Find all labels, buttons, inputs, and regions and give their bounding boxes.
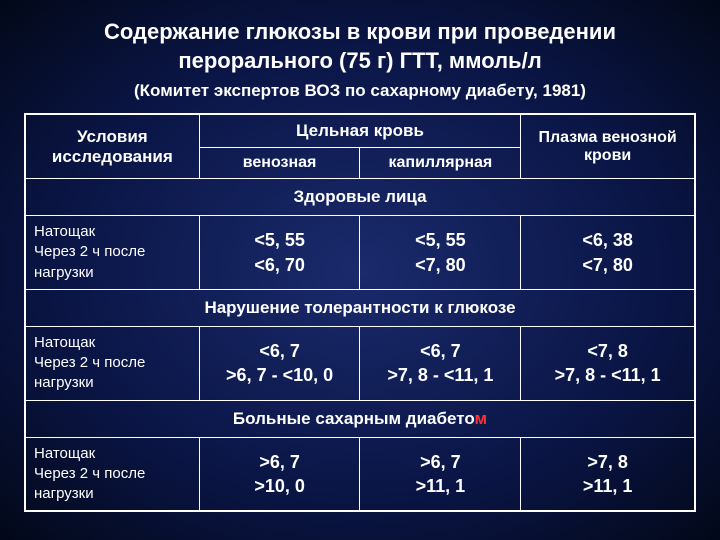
value-venous: <6, 7 >6, 7 - <10, 0: [199, 326, 360, 400]
section-impaired: Нарушение толерантности к глюкозе: [25, 289, 695, 326]
section-healthy: Здоровые лица: [25, 179, 695, 216]
table-row: Натощак Через 2 ч после нагрузки <6, 7 >…: [25, 326, 695, 400]
value-plasma: >7, 8 >11, 1: [521, 437, 695, 511]
slide-subtitle: (Комитет экспертов ВОЗ по сахарному диаб…: [24, 81, 696, 101]
header-whole-blood: Цельная кровь: [199, 114, 521, 148]
cond-fasting: Натощак: [34, 334, 95, 351]
table-row: Натощак Через 2 ч после нагрузки >6, 7 >…: [25, 437, 695, 511]
header-venous: венозная: [199, 148, 360, 179]
value-capillary: <6, 7 >7, 8 - <11, 1: [360, 326, 521, 400]
conditions-cell: Натощак Через 2 ч после нагрузки: [25, 326, 199, 400]
value-venous: >6, 7 >10, 0: [199, 437, 360, 511]
header-capillary: капиллярная: [360, 148, 521, 179]
section-diabetes: Больные сахарным диабетом: [25, 400, 695, 437]
cond-fasting: Натощак: [34, 445, 95, 462]
cond-fasting: Натощак: [34, 223, 95, 240]
cond-after2h: Через 2 ч после нагрузки: [34, 243, 145, 280]
conditions-cell: Натощак Через 2 ч после нагрузки: [25, 437, 199, 511]
cond-after2h: Через 2 ч после нагрузки: [34, 354, 145, 391]
conditions-cell: Натощак Через 2 ч после нагрузки: [25, 216, 199, 290]
cond-after2h: Через 2 ч после нагрузки: [34, 465, 145, 502]
value-plasma: <7, 8 >7, 8 - <11, 1: [521, 326, 695, 400]
value-capillary: <5, 55 <7, 80: [360, 216, 521, 290]
header-plasma: Плазма венозной крови: [521, 114, 695, 179]
slide-title: Содержание глюкозы в крови при проведени…: [24, 18, 696, 75]
value-venous: <5, 55 <6, 70: [199, 216, 360, 290]
glucose-table: Условия исследования Цельная кровь Плазм…: [24, 113, 696, 512]
value-capillary: >6, 7 >11, 1: [360, 437, 521, 511]
header-conditions: Условия исследования: [25, 114, 199, 179]
value-plasma: <6, 38 <7, 80: [521, 216, 695, 290]
table-row: Натощак Через 2 ч после нагрузки <5, 55 …: [25, 216, 695, 290]
